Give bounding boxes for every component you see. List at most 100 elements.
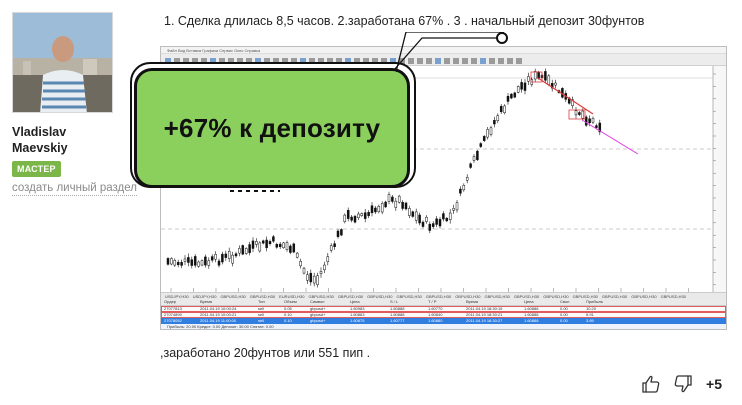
toolbar-icon [219, 58, 225, 64]
candle-body [479, 143, 483, 147]
table-cell: 1.60863 [350, 312, 365, 317]
candle-body [238, 248, 241, 254]
candle-body [278, 243, 282, 248]
chart-tab: GBPUSD,H30 [308, 294, 334, 299]
toolbar-icon [417, 58, 423, 64]
thumbs-down-icon [674, 375, 692, 393]
table-cell: 0.00 [560, 318, 568, 323]
table-cell: 2011.04.19 11:00:00 [200, 318, 237, 323]
candle-body [499, 106, 503, 113]
candle-body [581, 110, 585, 119]
toolbar-icon [354, 58, 360, 64]
table-cell: 1.60888 [524, 318, 539, 323]
candle-body [227, 250, 231, 259]
candle-body [183, 258, 187, 262]
candle-body [251, 240, 255, 249]
table-cell: 0.00 [560, 312, 568, 317]
table-cell: 27078052 [164, 318, 182, 323]
candle-body [469, 163, 472, 168]
dislike-button[interactable] [672, 374, 694, 394]
candle-body [265, 239, 268, 249]
toolbar-icon [453, 58, 459, 64]
terminal-menu-bar: Файл Вид Вставка Графики Сервис Окно Спр… [161, 47, 726, 54]
candle-body [193, 256, 197, 266]
candle-body [591, 118, 595, 123]
table-cell: 2011.04.19 18:30:21 [466, 312, 503, 317]
table-total-row: Прибыль: 20.00 Кредит: 0.00 Депозит: 30.… [161, 324, 726, 329]
candle-body [329, 245, 333, 251]
toolbar-icon [435, 58, 441, 64]
table-row: 27074890 2011.04.19 10:00:21 sell 0.10 gbpus… [161, 312, 726, 318]
candle-body [595, 125, 598, 128]
table-header-cell: Цена [524, 299, 534, 304]
author-name[interactable]: Vladislav Maevskiy [12, 124, 132, 156]
candle-body [346, 210, 350, 219]
reactions-bar: +5 [640, 374, 722, 394]
table-cell: gbpusd+ [310, 306, 326, 311]
toolbar-icon [471, 58, 477, 64]
candle-body [455, 202, 459, 211]
candle-body [438, 219, 442, 227]
author-last-name[interactable]: Maevskiy [12, 141, 68, 155]
table-cell: sell [258, 312, 265, 317]
candle-body [357, 213, 360, 219]
table-cell: 1.60880 [428, 318, 443, 323]
table-cell: 5.91 [586, 312, 594, 317]
candle-body [533, 71, 537, 80]
table-cell: 0.10 [284, 318, 292, 323]
candle-body [496, 115, 500, 121]
toolbar-icon [174, 58, 180, 64]
candle-body [578, 112, 581, 115]
candle-body [476, 150, 479, 160]
candle-body [343, 214, 347, 222]
toolbar-icons [165, 58, 522, 64]
author-first-name[interactable]: Vladislav [12, 125, 67, 139]
chart-tab: GBPUSD,H30 [660, 294, 686, 299]
candle-body [244, 248, 248, 254]
chart-tab: GBPUSD,H30 [631, 294, 657, 299]
toolbar-icon [444, 58, 450, 64]
toolbar-icon [516, 58, 522, 64]
toolbar-icon [498, 58, 504, 64]
author-avatar[interactable] [12, 12, 113, 113]
status-badge: МАСТЕР [12, 161, 61, 177]
candle-body [224, 253, 228, 258]
table-cell: 1.60888 [390, 306, 405, 311]
candle-body [489, 127, 493, 135]
like-button[interactable] [640, 374, 662, 394]
candle-body [363, 212, 367, 219]
candle-body [302, 267, 306, 274]
candle-body [207, 260, 211, 266]
candle-body [397, 195, 401, 203]
candle-body [401, 201, 404, 209]
candle-body [166, 258, 170, 265]
candle-body [173, 259, 177, 266]
rating-score: +5 [706, 376, 722, 392]
table-cell: 1.60983 [350, 306, 365, 311]
candle-body [214, 254, 217, 260]
toolbar-icon [165, 58, 171, 64]
candle-body [598, 122, 602, 133]
callout-pointer-line [393, 32, 508, 71]
candle-body [520, 82, 523, 90]
candle-body [282, 242, 285, 249]
toolbar-icon [336, 58, 342, 64]
table-cell: 1.60888 [524, 306, 539, 311]
create-section-link[interactable]: создать личный раздел [12, 182, 137, 196]
candle-body [221, 253, 224, 263]
candle-body [340, 229, 343, 236]
table-cell: 1.60777 [390, 318, 405, 323]
candle-body [255, 241, 258, 245]
candle-body [459, 188, 462, 194]
chart-tab: USDJPY,H30 [192, 294, 217, 299]
chart-tab: GBPUSD,H30 [337, 294, 364, 299]
candle-body [234, 253, 238, 257]
toolbar-icon [507, 58, 513, 64]
candle-body [333, 243, 336, 247]
table-header-cell: Время [200, 299, 213, 304]
table-cell: 0.10 [284, 312, 292, 317]
callout-text: +67% к депозиту [163, 112, 381, 143]
candle-body [510, 93, 513, 99]
toolbar-icon [291, 58, 297, 64]
candle-body [210, 256, 214, 261]
